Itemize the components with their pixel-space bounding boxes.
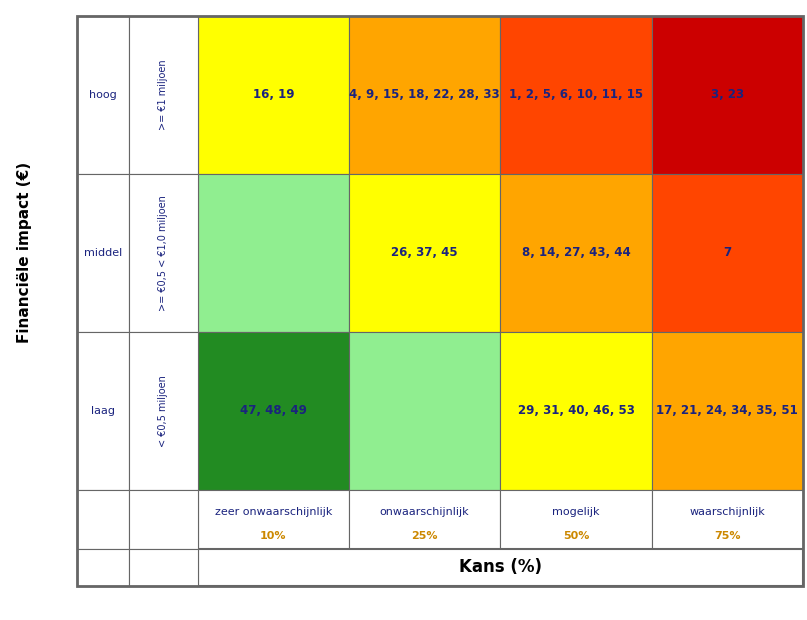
Bar xyxy=(349,490,500,549)
Bar xyxy=(652,490,803,549)
Text: 26, 37, 45: 26, 37, 45 xyxy=(391,246,458,259)
Text: 75%: 75% xyxy=(714,531,741,541)
Text: mogelijk: mogelijk xyxy=(552,507,600,517)
Bar xyxy=(77,174,129,332)
Text: 29, 31, 40, 46, 53: 29, 31, 40, 46, 53 xyxy=(517,404,634,417)
Text: 7: 7 xyxy=(723,246,731,259)
Text: 8, 14, 27, 43, 44: 8, 14, 27, 43, 44 xyxy=(521,246,630,259)
Bar xyxy=(77,490,129,549)
Text: middel: middel xyxy=(84,247,122,258)
Text: 3, 23: 3, 23 xyxy=(711,88,744,101)
Bar xyxy=(77,16,129,174)
Text: 10%: 10% xyxy=(260,531,286,541)
Text: >= €0,5 < €1,0 miljoen: >= €0,5 < €1,0 miljoen xyxy=(158,195,169,311)
Bar xyxy=(500,16,651,174)
Text: 17, 21, 24, 34, 35, 51: 17, 21, 24, 34, 35, 51 xyxy=(656,404,798,417)
Bar xyxy=(500,332,651,490)
Text: Financiële impact (€): Financiële impact (€) xyxy=(17,162,31,343)
Bar xyxy=(198,174,349,332)
Bar xyxy=(500,174,651,332)
Bar xyxy=(198,16,349,174)
Text: hoog: hoog xyxy=(89,89,117,100)
Text: 16, 19: 16, 19 xyxy=(253,88,294,101)
Bar xyxy=(77,549,129,586)
Bar xyxy=(198,332,349,490)
Text: 50%: 50% xyxy=(562,531,589,541)
Bar xyxy=(349,332,500,490)
Text: >= €1 miljoen: >= €1 miljoen xyxy=(158,60,169,130)
Bar xyxy=(198,490,349,549)
Bar xyxy=(129,174,198,332)
Bar xyxy=(500,490,651,549)
Bar xyxy=(349,16,500,174)
Text: zeer onwaarschijnlijk: zeer onwaarschijnlijk xyxy=(215,507,332,517)
Bar xyxy=(198,549,803,586)
Text: Kans (%): Kans (%) xyxy=(459,558,541,577)
Text: < €0,5 miljoen: < €0,5 miljoen xyxy=(158,375,169,446)
Text: onwaarschijnlijk: onwaarschijnlijk xyxy=(380,507,470,517)
Text: 25%: 25% xyxy=(412,531,438,541)
Bar xyxy=(129,549,198,586)
Text: 47, 48, 49: 47, 48, 49 xyxy=(240,404,307,417)
Bar xyxy=(129,332,198,490)
Bar xyxy=(652,16,803,174)
Text: 1, 2, 5, 6, 10, 11, 15: 1, 2, 5, 6, 10, 11, 15 xyxy=(509,88,643,101)
Text: laag: laag xyxy=(91,405,115,416)
Bar xyxy=(652,332,803,490)
Text: waarschijnlijk: waarschijnlijk xyxy=(689,507,765,517)
Text: 4, 9, 15, 18, 22, 28, 33: 4, 9, 15, 18, 22, 28, 33 xyxy=(349,88,500,101)
Bar xyxy=(129,16,198,174)
Bar xyxy=(652,174,803,332)
Bar xyxy=(129,490,198,549)
Bar xyxy=(77,332,129,490)
Bar xyxy=(349,174,500,332)
